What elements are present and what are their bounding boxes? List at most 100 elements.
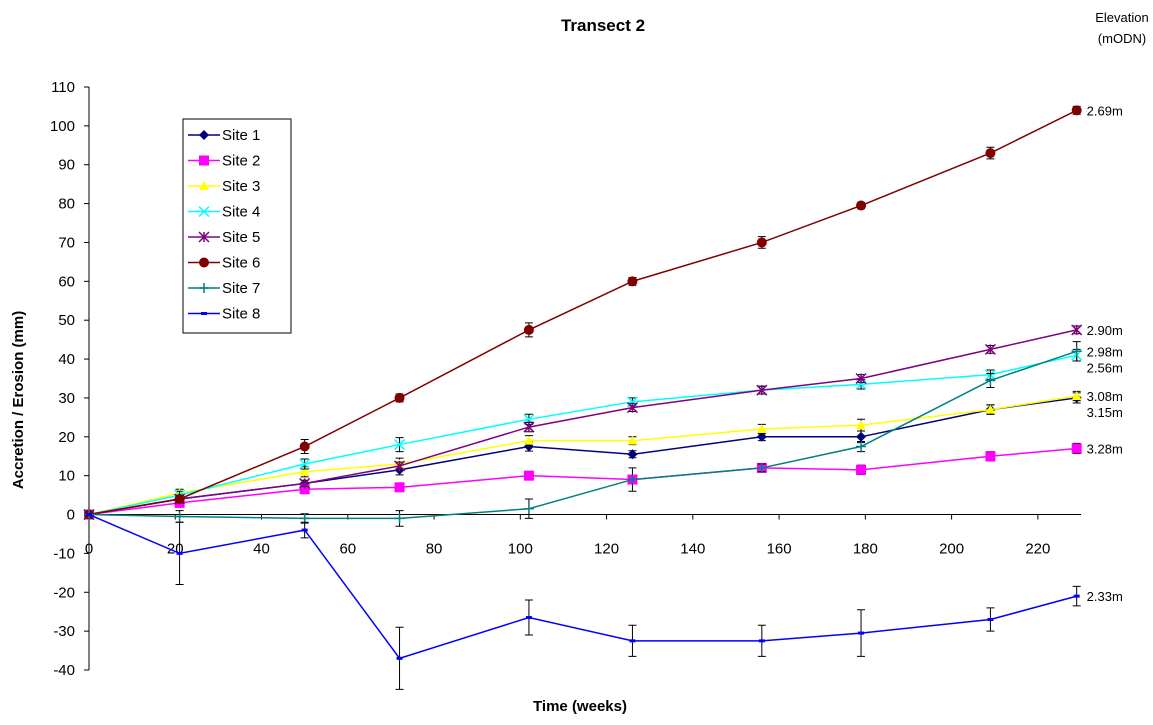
marker-square xyxy=(394,482,405,493)
series-site-8 xyxy=(86,513,1081,690)
legend-item-site-2: Site 2 xyxy=(188,153,260,170)
end-label-site-2: 3.28m xyxy=(1087,441,1123,456)
marker-circle xyxy=(856,200,867,211)
data-point xyxy=(756,462,767,473)
marker-circle xyxy=(985,148,996,159)
legend-item-site-8: Site 8 xyxy=(188,306,260,323)
marker-plus xyxy=(394,513,405,524)
marker-star xyxy=(855,372,867,385)
marker-circle xyxy=(756,237,767,248)
legend-item-site-1: Site 1 xyxy=(188,127,260,144)
data-point xyxy=(856,420,867,430)
marker-dash xyxy=(629,639,636,643)
data-point xyxy=(299,466,310,476)
marker-star xyxy=(299,477,311,489)
x-tick-label: 140 xyxy=(680,541,705,558)
marker-plus xyxy=(1071,346,1082,357)
marker-diamond xyxy=(627,449,638,460)
data-point xyxy=(1073,594,1080,598)
elevation-header-line1: Elevation xyxy=(1095,10,1148,25)
marker-circle xyxy=(299,441,310,452)
marker-circle xyxy=(199,257,209,268)
marker-plus xyxy=(627,474,638,485)
data-point xyxy=(626,402,638,414)
legend-label: Site 6 xyxy=(222,255,260,272)
marker-dash xyxy=(987,617,994,621)
axes: -40 -30 -20 -10 0 10 20 30 40 50 60 70 80 90 100 110 0 20… xyxy=(50,79,1081,679)
data-point xyxy=(858,631,865,635)
data-point xyxy=(523,421,535,433)
marker-square xyxy=(985,451,996,462)
legend-label: Site 2 xyxy=(222,153,260,170)
series-line xyxy=(88,447,1077,516)
marker-dash xyxy=(525,616,532,620)
y-tick-label: 0 xyxy=(67,507,75,524)
marker-x xyxy=(299,458,311,470)
marker-triangle xyxy=(985,404,996,414)
data-point xyxy=(629,639,636,643)
legend-item-site-4: Site 4 xyxy=(188,204,260,221)
data-point xyxy=(856,431,867,442)
marker-circle xyxy=(523,324,534,335)
marker-square xyxy=(523,470,534,481)
y-tick-label: 40 xyxy=(58,351,75,368)
series-line xyxy=(88,350,1077,520)
series-line xyxy=(88,513,1077,660)
y-tick-label: 50 xyxy=(58,312,75,329)
data-point xyxy=(299,484,310,495)
series-layer xyxy=(83,105,1083,690)
marker-square xyxy=(856,464,867,475)
legend-swatch-marker xyxy=(199,155,209,166)
legend-item-site-5: Site 5 xyxy=(188,229,260,246)
y-tick-label: -40 xyxy=(53,662,75,679)
data-point xyxy=(394,439,406,451)
data-point xyxy=(627,474,638,485)
data-point xyxy=(299,458,311,470)
marker-dash xyxy=(301,528,308,532)
y-tick-label: 110 xyxy=(51,79,75,96)
y-tick-label: 70 xyxy=(58,234,75,251)
data-point xyxy=(394,460,406,472)
data-point xyxy=(627,276,638,287)
marker-plus xyxy=(523,503,534,514)
series-line xyxy=(88,354,1077,516)
y-tick-label: 20 xyxy=(58,429,75,446)
legend-label: Site 4 xyxy=(222,204,260,221)
x-tick-label: 200 xyxy=(939,541,964,558)
legend-item-site-3: Site 3 xyxy=(188,178,260,195)
legend-swatch-marker xyxy=(198,231,210,243)
data-point xyxy=(525,616,532,620)
y-tick-label: -30 xyxy=(53,623,75,640)
data-point xyxy=(984,343,996,355)
marker-x xyxy=(394,439,406,451)
x-tick-label: 160 xyxy=(767,541,792,558)
marker-dash xyxy=(758,639,765,643)
marker-triangle xyxy=(299,466,310,476)
data-point xyxy=(394,482,405,493)
legend-swatch-marker xyxy=(199,130,209,140)
legend-swatch-marker xyxy=(199,257,209,268)
legend: Site 1 Site 2 Site 3 Site 4 Site 5 Site 6 Site… xyxy=(182,118,292,334)
marker-plus xyxy=(174,511,185,522)
end-label-site-8: 2.33m xyxy=(1087,589,1123,604)
end-label-site-5: 2.90m xyxy=(1087,323,1123,338)
data-point xyxy=(756,424,767,434)
data-point xyxy=(758,639,765,643)
data-point xyxy=(174,511,185,522)
data-point xyxy=(396,656,403,660)
data-point xyxy=(394,513,405,524)
marker-dash xyxy=(396,656,403,660)
series-site-5 xyxy=(83,324,1083,521)
marker-square xyxy=(1071,443,1082,454)
y-tick-label: 60 xyxy=(58,273,75,290)
legend-box xyxy=(182,118,292,334)
legend-label: Site 8 xyxy=(222,306,260,323)
legend-swatch-marker xyxy=(199,181,209,190)
data-point xyxy=(299,513,310,524)
y-tick-label: 30 xyxy=(58,390,75,407)
data-point xyxy=(627,435,638,445)
x-tick-label: 100 xyxy=(508,541,533,558)
marker-triangle xyxy=(199,181,209,190)
